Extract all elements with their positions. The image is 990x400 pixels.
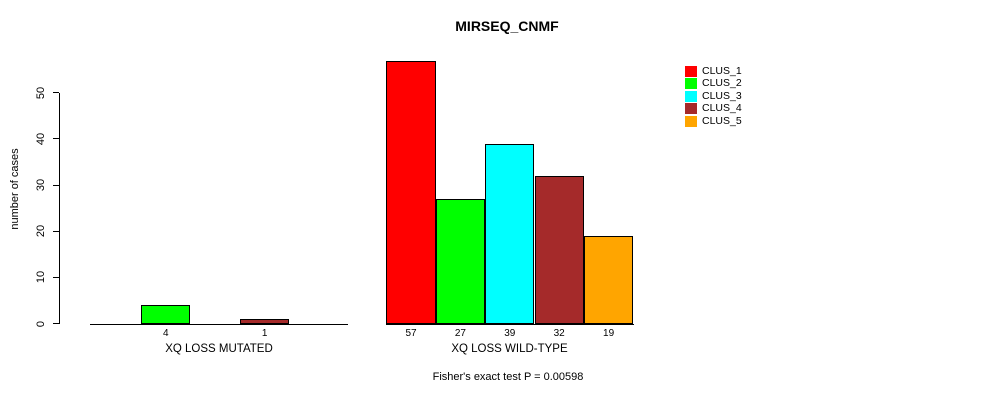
legend-swatch: [685, 66, 697, 77]
bar-clus_5: [583, 235, 634, 325]
legend-swatch: [685, 90, 697, 102]
y-tick: [53, 230, 59, 232]
bar-value-label: 57: [405, 328, 417, 339]
y-tick-label: 20: [35, 225, 47, 238]
fisher-test-annotation: Fisher's exact test P = 0.00598: [432, 371, 584, 383]
bar-clus_4: [239, 318, 290, 325]
bar-clus_4: [534, 175, 584, 325]
legend-label: CLUS_1: [702, 65, 742, 77]
y-axis-label: number of cases: [9, 148, 21, 230]
legend-swatch: [685, 78, 697, 90]
bar-value-label: 27: [454, 328, 466, 339]
legend-label: CLUS_5: [702, 114, 742, 127]
y-tick-label: 40: [35, 132, 47, 146]
bar-value-label: 4: [163, 328, 169, 339]
chart-title: MIRSEQ_CNMF: [455, 18, 559, 34]
y-tick: [53, 276, 59, 278]
bar-value-label: 32: [553, 328, 565, 339]
bar-clus_3: [485, 143, 535, 325]
bar-value-label: 39: [504, 328, 516, 339]
bar-value-label: 19: [603, 328, 615, 339]
y-tick: [53, 184, 59, 186]
legend-swatch: [685, 103, 697, 115]
bar-clus_2: [435, 198, 486, 325]
legend-label: CLUS_3: [702, 89, 742, 102]
y-tick: [53, 138, 59, 140]
y-tick: [53, 92, 59, 94]
group-label-xq-loss-mutated: XQ LOSS MUTATED: [165, 343, 273, 355]
y-tick: [53, 323, 59, 324]
y-tick-label: 10: [35, 271, 47, 284]
x-axis-line: [90, 323, 348, 325]
y-tick-label: 50: [35, 86, 47, 99]
legend-label: CLUS_4: [702, 102, 742, 115]
group-label-xq-loss-wild-type: XQ LOSS WILD-TYPE: [451, 343, 568, 355]
y-tick-label: 30: [35, 178, 47, 192]
bar-clus_2: [141, 305, 191, 325]
legend-label: CLUS_2: [702, 77, 742, 90]
bar-value-label: 1: [261, 328, 268, 339]
y-axis-spine: [59, 92, 60, 325]
legend-swatch: [685, 115, 697, 127]
y-tick-label: 0: [35, 320, 47, 327]
bar-clus_1: [386, 60, 436, 325]
